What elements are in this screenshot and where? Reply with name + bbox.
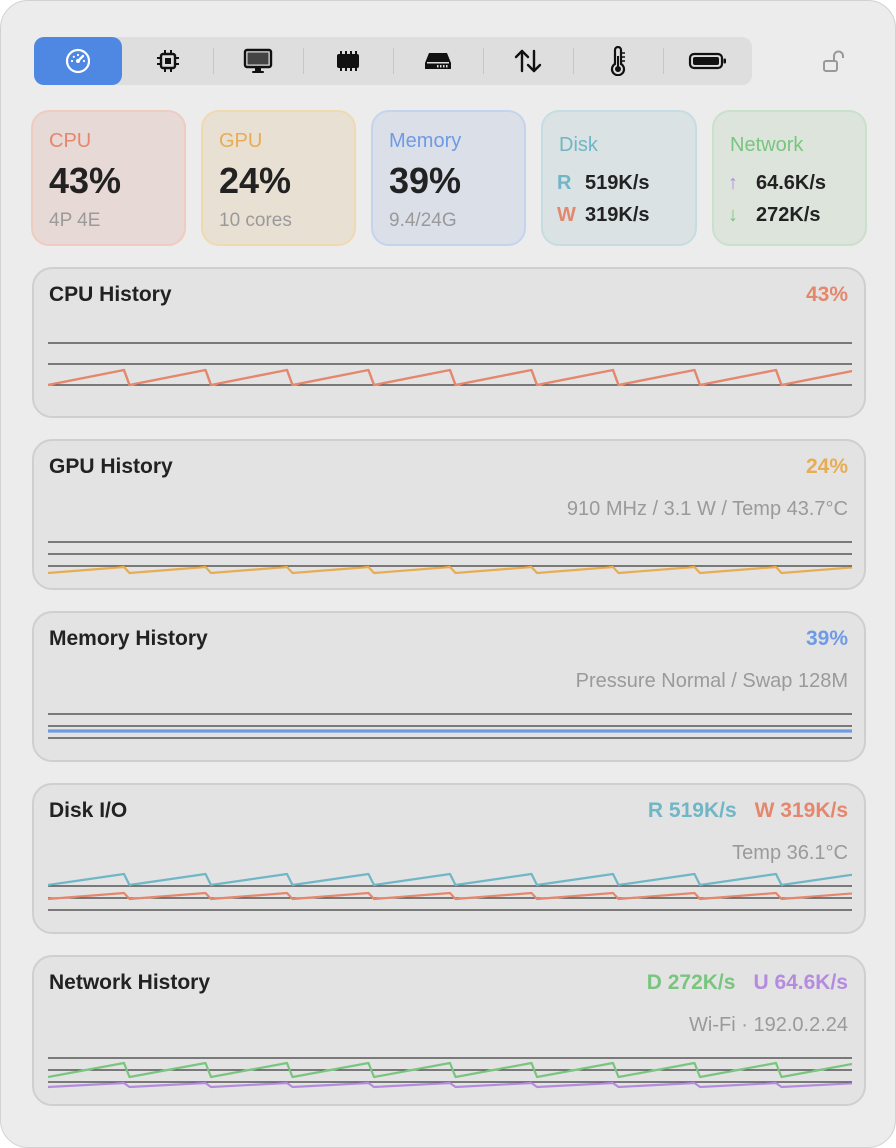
tab-bar xyxy=(34,37,752,85)
disk-read-value: 519K/s xyxy=(585,172,650,194)
network-history-values: D 272K/s U 64.6K/s xyxy=(647,971,848,995)
network-up-value: 64.6K/s xyxy=(756,172,827,194)
arrows-up-down-icon xyxy=(514,49,542,73)
tab-sensors[interactable] xyxy=(574,37,662,85)
disk-io-info: Temp 36.1°C xyxy=(732,842,848,864)
memory-history-panel: Memory History 39% Pressure Normal / Swa… xyxy=(32,611,866,762)
gpu-card-value: 24% xyxy=(219,160,292,201)
cpu-card-value: 43% xyxy=(49,160,122,201)
cpu-history-graph xyxy=(48,342,852,387)
disk-write-value: 319K/s xyxy=(585,204,650,226)
network-history-title: Network History xyxy=(49,971,211,994)
memory-history-value: 39% xyxy=(805,627,848,650)
gauge-icon xyxy=(65,48,91,74)
disk-read-row: R 519K/s xyxy=(557,172,650,195)
cpu-history-panel: CPU History 43% xyxy=(32,267,866,418)
gpu-history-graph xyxy=(48,541,852,575)
disk-io-values: R 519K/s W 319K/s xyxy=(648,799,848,823)
unlock-icon xyxy=(823,50,844,72)
memory-card-value: 39% xyxy=(389,160,462,201)
disk-io-write: W 319K/s xyxy=(754,799,848,822)
network-history-down: D 272K/s xyxy=(646,971,736,994)
cpu-history-title: CPU History xyxy=(49,283,172,306)
network-history-panel: Network History D 272K/s U 64.6K/s Wi-Fi… xyxy=(32,955,866,1106)
gpu-card-sub: 10 cores xyxy=(219,210,292,231)
network-history-up: U 64.6K/s xyxy=(753,971,848,994)
memory-card-label: Memory xyxy=(389,130,462,152)
cpu-card-label: CPU xyxy=(49,130,92,152)
tab-network[interactable] xyxy=(484,37,572,85)
disk-icon xyxy=(425,53,451,69)
disk-io-panel: Disk I/O R 519K/s W 319K/s Temp 36.1°C xyxy=(32,783,866,934)
disk-io-read: R 519K/s xyxy=(647,799,737,822)
arrow-down-icon: ↓ xyxy=(728,204,738,226)
gpu-history-info: 910 MHz / 3.1 W / Temp 43.7°C xyxy=(566,498,848,520)
disk-card-label: Disk xyxy=(559,134,598,156)
thermometer-icon xyxy=(610,46,626,76)
battery-icon xyxy=(688,52,726,70)
tab-cpu[interactable] xyxy=(124,37,212,85)
gpu-card-label: GPU xyxy=(219,130,263,152)
disk-summary-card[interactable]: Disk R 519K/s W 319K/s xyxy=(541,110,697,246)
network-card-label: Network xyxy=(730,134,804,156)
memory-history-graph xyxy=(48,713,852,739)
tab-overview[interactable] xyxy=(34,37,122,85)
network-history-info: Wi-Fi · 192.0.2.24 xyxy=(689,1014,848,1036)
gpu-history-title: GPU History xyxy=(49,455,173,478)
network-down-value: 272K/s xyxy=(756,204,821,226)
cpu-chip-icon xyxy=(157,50,179,72)
network-summary-card[interactable]: Network ↑ 64.6K/s ↓ 272K/s xyxy=(712,110,867,246)
network-history-graph xyxy=(48,1057,852,1089)
memory-card-sub: 9.4/24G xyxy=(389,210,457,231)
tab-battery[interactable] xyxy=(664,37,752,85)
gpu-history-value: 24% xyxy=(805,455,848,478)
network-up-row: ↑ 64.6K/s xyxy=(728,172,826,195)
gpu-summary-card[interactable]: GPU 24% 10 cores xyxy=(201,110,356,246)
display-icon xyxy=(243,48,273,73)
cpu-summary-card[interactable]: CPU 43% 4P 4E xyxy=(31,110,186,246)
disk-write-row: W 319K/s xyxy=(557,204,650,227)
gpu-history-panel: GPU History 24% 910 MHz / 3.1 W / Temp 4… xyxy=(32,439,866,590)
cpu-history-value: 43% xyxy=(805,283,848,306)
disk-io-title: Disk I/O xyxy=(49,799,128,822)
tab-memory[interactable] xyxy=(304,37,392,85)
arrow-up-icon: ↑ xyxy=(728,172,738,194)
tab-disk[interactable] xyxy=(394,37,482,85)
disk-read-key: R xyxy=(557,172,572,194)
disk-io-graph xyxy=(48,872,852,911)
network-down-row: ↓ 272K/s xyxy=(728,204,821,227)
lock-button[interactable] xyxy=(821,49,847,75)
memory-history-title: Memory History xyxy=(49,627,208,650)
memory-history-info: Pressure Normal / Swap 128M xyxy=(575,670,848,692)
memory-icon xyxy=(337,51,359,71)
tab-gpu[interactable] xyxy=(214,37,302,85)
disk-write-key: W xyxy=(557,204,576,226)
cpu-card-sub: 4P 4E xyxy=(49,210,101,231)
memory-summary-card[interactable]: Memory 39% 9.4/24G xyxy=(371,110,526,246)
